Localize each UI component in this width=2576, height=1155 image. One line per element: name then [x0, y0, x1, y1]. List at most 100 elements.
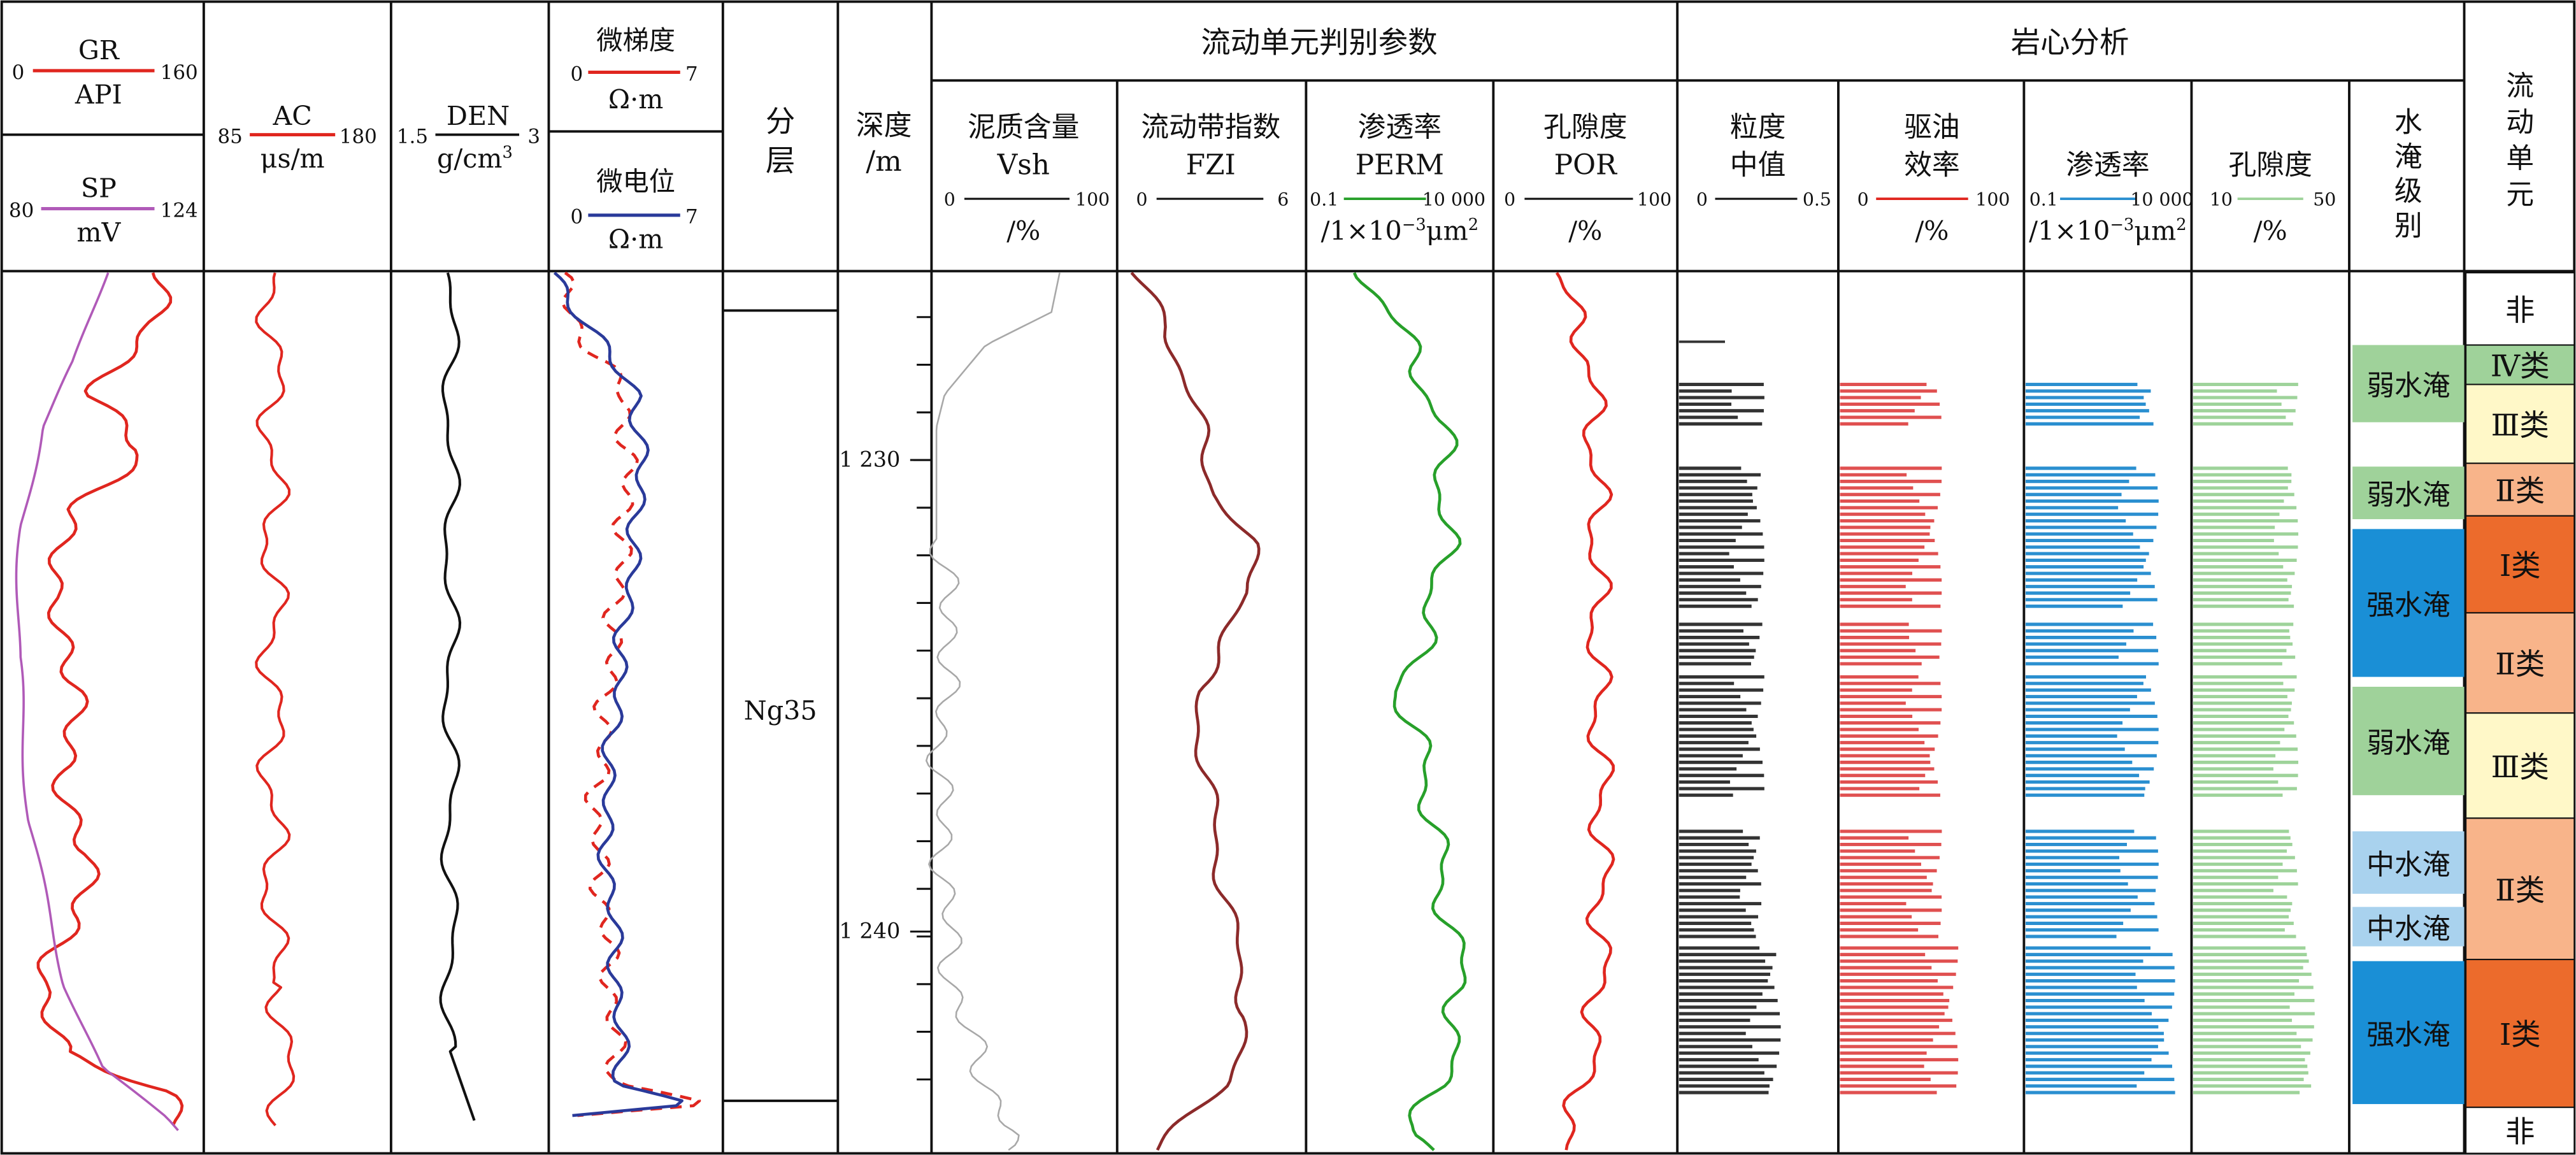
por-max: 100 [1637, 189, 1671, 210]
mn-max: 7 [685, 206, 698, 229]
gr-unit: API [75, 79, 122, 110]
fzi-min: 0 [1136, 189, 1147, 210]
core-bars [1678, 340, 2315, 1094]
water-zone-label: 中水淹 [2366, 849, 2450, 881]
gr-min: 0 [12, 61, 25, 84]
water-zone-label: 中水淹 [2366, 913, 2450, 945]
water-zone-strong [2352, 529, 2465, 677]
por-title-1: 孔隙度 [1543, 111, 1627, 143]
perm-title-1: 渗透率 [1358, 111, 1442, 143]
sp-curve [15, 272, 179, 1131]
water-zone-strong [2352, 961, 2465, 1105]
water-zone-label: 弱水淹 [2366, 369, 2450, 402]
water-header-3: 级 [2394, 175, 2422, 208]
cpor-max: 50 [2313, 189, 2336, 210]
water-zone-mid [2352, 831, 2465, 894]
flow-unit-c4 [2465, 344, 2575, 385]
water-zone-label: 强水淹 [2366, 1019, 2450, 1051]
microgradient-curve [561, 271, 701, 1117]
fzi-max: 6 [1277, 189, 1289, 210]
flow-unit-c1 [2465, 959, 2575, 1108]
water-zone-label: 弱水淹 [2366, 727, 2450, 759]
perm-title-2: PERM [1356, 148, 1444, 181]
water-zone-label: 弱水淹 [2366, 479, 2450, 512]
flow-unit-label: Ⅱ类 [2495, 647, 2545, 682]
flow-unit-label: Ⅱ类 [2495, 474, 2545, 508]
cperm-title: 渗透率 [2066, 148, 2149, 181]
vsh-max: 100 [1075, 189, 1110, 210]
eff-min: 0 [1857, 189, 1869, 210]
cperm-min: 0.1 [2029, 189, 2058, 210]
md-title-1: 粒度 [1730, 111, 1786, 143]
depth-label-1230: 1 230 [839, 447, 900, 471]
vsh-min: 0 [944, 189, 955, 210]
eff-title-1: 驱油 [1904, 111, 1960, 143]
micropotential-curve [553, 271, 683, 1117]
depth-header-2: /m [866, 145, 901, 178]
flow-unit-c2 [2465, 612, 2575, 714]
md-min: 0 [1696, 189, 1708, 210]
mg-title: 微梯度 [596, 25, 675, 55]
fzi-title-2: FZI [1186, 148, 1236, 181]
vsh-title-2: Vsh [997, 148, 1050, 181]
water-zone-weak [2352, 345, 2465, 422]
mn-title: 微电位 [596, 166, 675, 197]
flow-unit-label: Ⅲ类 [2491, 408, 2549, 442]
flow-unit-c1 [2465, 515, 2575, 613]
por-title-2: POR [1554, 148, 1618, 181]
gr-title: GR [78, 35, 120, 66]
ac-curve [255, 272, 296, 1126]
fzi-title-1: 流动带指数 [1141, 111, 1280, 143]
gr-max: 160 [161, 61, 198, 84]
perm-min: 0.1 [1310, 189, 1338, 210]
eff-title-2: 效率 [1904, 148, 1960, 181]
den-curve [439, 272, 476, 1121]
depth-header-1: 深度 [856, 109, 912, 141]
cpor-unit: /% [2254, 216, 2287, 247]
flow-unit-none [2465, 1107, 2575, 1154]
unit-header-2: 动 [2506, 106, 2534, 138]
perm-max: 10 000 [1422, 189, 1485, 210]
por-unit: /% [1568, 216, 1602, 247]
unit-header-1: 流 [2506, 70, 2534, 103]
flow-param-header: 流动单元判别参数 [1201, 25, 1437, 60]
cpor-title: 孔隙度 [2228, 148, 2312, 181]
sp-max: 124 [161, 199, 198, 222]
ac-max: 180 [340, 125, 377, 148]
mn-unit: Ω·m [608, 224, 663, 254]
por-curve [1555, 271, 1615, 1151]
eff-max: 100 [1975, 189, 2010, 210]
depth-ticks [910, 316, 932, 1080]
sp-unit: mV [76, 217, 121, 248]
flow-unit-label: Ⅲ类 [2491, 750, 2549, 784]
track-headers: GR 0 160 API SP 80 124 mV AC 85 180 μs/m… [9, 25, 2534, 254]
den-min: 1.5 [397, 125, 428, 148]
sp-min: 80 [9, 199, 34, 222]
perm-unit: /1×10−3μm2 [1321, 215, 1479, 246]
flow-unit-label: Ⅰ类 [2500, 1017, 2541, 1052]
sp-title: SP [81, 173, 117, 203]
unit-header-4: 元 [2506, 178, 2534, 211]
water-zone-weak [2352, 687, 2465, 796]
flow-unit-label: Ⅳ类 [2491, 349, 2550, 384]
mg-min: 0 [570, 62, 583, 85]
den-max: 3 [527, 125, 540, 148]
den-title: DEN [447, 101, 510, 131]
por-min: 0 [1504, 189, 1515, 210]
cperm-unit: /1×10−3μm2 [2029, 215, 2187, 246]
layer-label: Ng35 [744, 696, 817, 726]
core-analysis-header: 岩心分析 [2011, 25, 2129, 60]
layer-track [722, 309, 838, 1102]
depth-label-1240: 1 240 [839, 919, 900, 943]
water-header-1: 水 [2394, 106, 2422, 138]
log-curves [15, 271, 1615, 1151]
ac-min: 85 [217, 125, 242, 148]
md-max: 0.5 [1803, 189, 1831, 210]
water-zone-weak [2352, 466, 2465, 519]
cperm-max: 10 000 [2130, 189, 2193, 210]
ac-unit: μs/m [261, 143, 325, 174]
flow-unit-label: Ⅱ类 [2495, 873, 2545, 907]
layer-header-1: 分 [766, 104, 795, 138]
fzi-curve [1130, 271, 1261, 1151]
